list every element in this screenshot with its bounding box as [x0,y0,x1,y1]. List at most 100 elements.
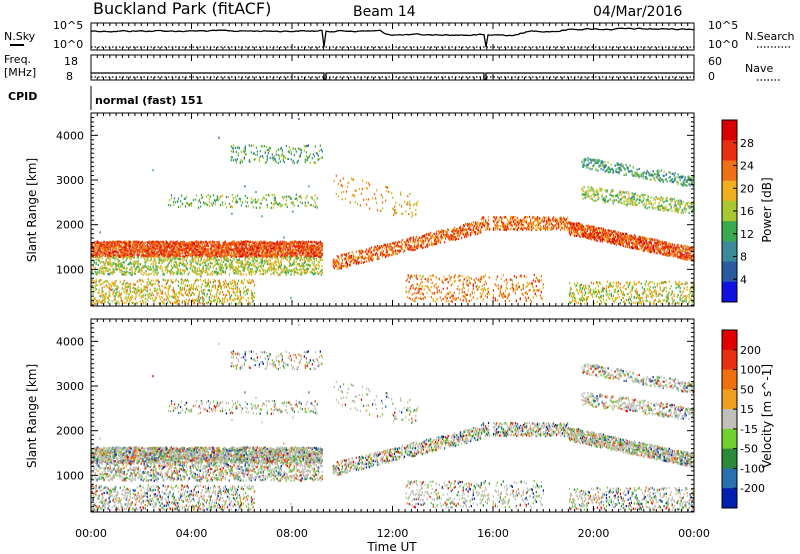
power-cell [157,250,159,253]
power-cell [126,252,128,255]
power-cell [247,258,249,261]
power-cell [111,281,113,284]
power-cell [132,247,134,250]
power-cell [227,291,230,294]
power-cell [137,289,139,292]
power-cell [185,266,187,269]
power-cell [257,253,259,256]
power-cell [234,196,237,199]
power-cell [153,290,155,293]
power-cell [103,246,105,249]
power-cell [309,248,311,251]
power-cell [230,287,233,290]
power-cell [252,271,254,274]
power-cell [289,256,291,259]
power-cell [159,252,161,255]
power-cell [111,244,113,247]
power-cell [263,246,265,249]
power-cell [176,257,178,260]
power-cell [304,204,306,207]
power-cell [173,271,175,274]
power-cell [178,249,180,252]
power-cell [167,265,169,268]
power-cell [155,272,157,275]
power-cell [232,197,235,200]
power-cell [92,245,94,248]
power-cell [136,280,138,283]
power-cell [214,285,216,288]
power-cell [187,302,189,305]
power-cell [213,243,215,246]
power-cell [162,254,164,257]
power-cell [271,247,273,250]
power-cell [164,254,166,257]
power-cell [122,261,124,264]
power-cell [320,245,322,248]
power-cell [123,240,125,243]
power-cell [148,280,150,284]
power-cell [140,287,142,290]
power-cell [251,251,253,255]
power-cell [183,197,186,200]
power-cell [316,152,318,155]
power-cell [196,254,198,257]
power-cell [295,266,297,269]
power-cell [163,255,165,258]
power-cell [229,205,232,208]
power-cell [238,244,240,247]
power-cell [274,196,276,199]
power-cell [199,273,201,276]
power-cell [117,251,119,254]
power-cell [289,246,291,250]
power-cell [97,244,99,247]
power-cell [178,264,180,267]
power-cell [144,264,146,267]
power-cell [250,290,253,293]
power-cell [191,248,193,251]
power-cell [310,246,312,249]
power-cell [233,240,235,243]
power-cell [120,249,122,252]
power-cell [140,289,142,292]
power-cell [132,256,134,259]
power-cell [145,260,147,264]
power-cell [314,265,316,268]
power-cell [211,244,213,247]
freq-unit-label: [MHz] [4,66,36,79]
power-cell [92,292,94,296]
power-cell [225,282,228,285]
power-cell [171,244,173,247]
power-cell [119,295,121,299]
power-cell [260,246,262,250]
power-cell [287,248,289,251]
power-cell [251,279,254,282]
power-cell [125,245,127,248]
power-cell [229,298,232,301]
power-cell [251,263,253,266]
power-cell [209,300,211,303]
power-cell [263,245,265,248]
power-cell [203,292,205,295]
power-cell [260,244,262,247]
power-cell [230,205,233,208]
power-cell [294,256,296,259]
power-cell [278,248,280,251]
power-cell [224,240,226,243]
power-cell [161,284,163,287]
power-cell [301,202,303,205]
power-cell [129,261,131,264]
power-cell [244,244,246,247]
power-cell [238,258,240,262]
power-cell [93,249,95,253]
power-cell [204,250,206,253]
power-cell [275,245,277,248]
power-cell [92,300,94,304]
power-cell [237,260,239,263]
power-cell [285,252,287,255]
power-cell [159,288,161,291]
power-cell [226,245,228,248]
power-cell [102,271,104,274]
power-cell [128,293,130,296]
power-cell [254,255,256,258]
power-cell [168,244,170,248]
